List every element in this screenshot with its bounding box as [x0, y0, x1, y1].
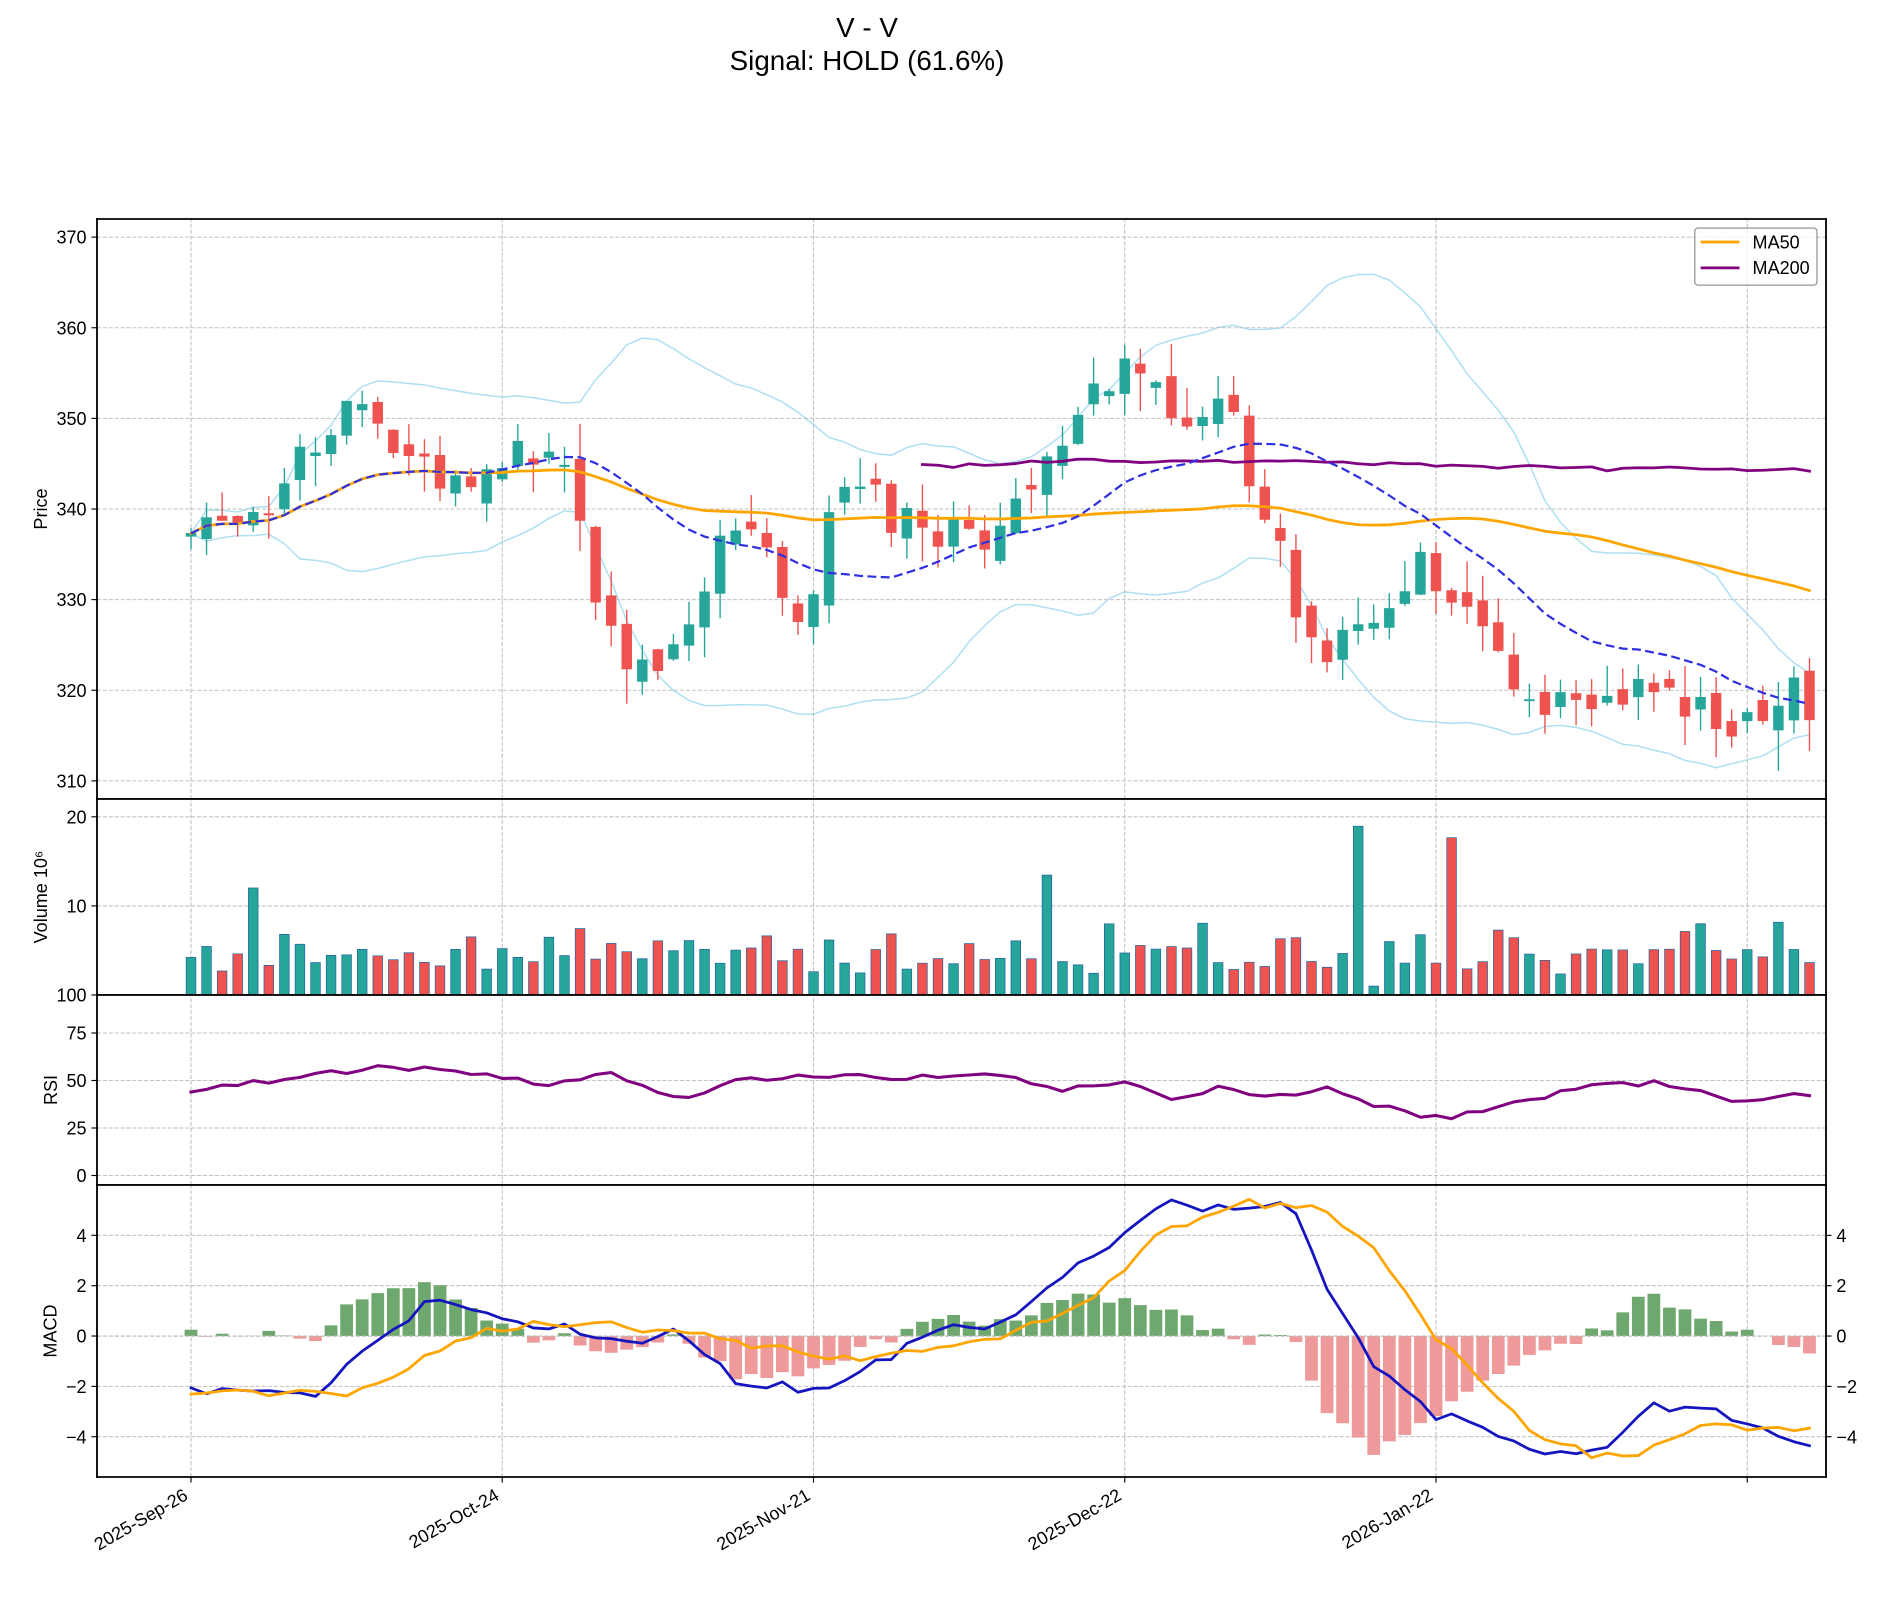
svg-text:Signal: HOLD (61.6%): Signal: HOLD (61.6%) [730, 45, 1005, 76]
svg-text:Price: Price [31, 488, 51, 529]
svg-text:−4: −4 [66, 1427, 87, 1447]
svg-text:2: 2 [1836, 1276, 1846, 1296]
svg-text:100: 100 [56, 986, 86, 1006]
svg-text:MA200: MA200 [1753, 258, 1810, 278]
svg-text:2: 2 [77, 1276, 87, 1296]
svg-text:0: 0 [77, 1327, 87, 1347]
svg-text:75: 75 [67, 1024, 87, 1044]
svg-text:4: 4 [1836, 1226, 1846, 1246]
svg-text:320: 320 [56, 681, 86, 701]
svg-text:MA50: MA50 [1753, 232, 1800, 252]
svg-text:4: 4 [77, 1226, 87, 1246]
svg-text:10: 10 [67, 896, 87, 916]
svg-text:Volume 10⁶: Volume 10⁶ [31, 851, 51, 944]
svg-text:20: 20 [67, 807, 87, 827]
svg-text:330: 330 [56, 590, 86, 610]
svg-text:340: 340 [56, 500, 86, 520]
svg-text:RSI: RSI [41, 1075, 61, 1105]
svg-text:0: 0 [77, 1166, 87, 1186]
svg-text:370: 370 [56, 228, 86, 248]
svg-text:25: 25 [67, 1119, 87, 1139]
svg-text:−2: −2 [66, 1377, 87, 1397]
svg-text:310: 310 [56, 771, 86, 791]
svg-text:−4: −4 [1836, 1427, 1857, 1447]
svg-text:V - V: V - V [836, 12, 898, 43]
svg-text:360: 360 [56, 318, 86, 338]
svg-text:50: 50 [67, 1071, 87, 1091]
svg-text:MACD: MACD [41, 1304, 61, 1357]
svg-text:0: 0 [1836, 1327, 1846, 1347]
svg-text:−2: −2 [1836, 1377, 1857, 1397]
svg-text:350: 350 [56, 409, 86, 429]
